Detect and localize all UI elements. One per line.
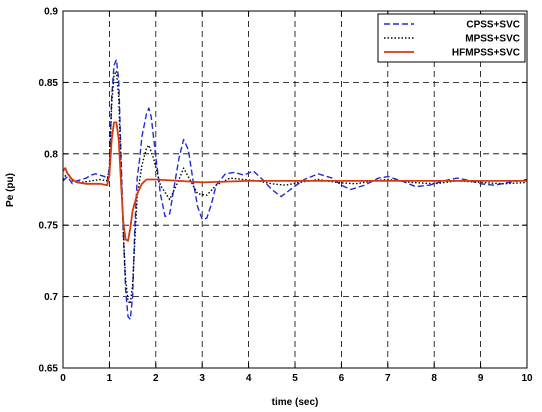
x-tick-label: 1 (107, 373, 113, 384)
x-tick-label: 8 (431, 373, 437, 384)
x-axis-label: time (sec) (272, 397, 319, 408)
x-tick-label: 6 (339, 373, 345, 384)
y-tick-label: 0.9 (44, 7, 58, 18)
legend-label-0: CPSS+SVC (466, 20, 520, 31)
legend-label-2: HFMPSS+SVC (452, 48, 520, 59)
legend-label-1: MPSS+SVC (465, 34, 520, 45)
series-lines (62, 58, 528, 321)
y-tick-label: 0.85 (39, 78, 59, 89)
series-line-1 (62, 70, 528, 305)
x-tick-label: 4 (246, 373, 252, 384)
x-tick-label: 5 (292, 373, 298, 384)
y-tick-label: 0.7 (44, 292, 58, 303)
x-tick-label: 0 (60, 373, 66, 384)
plot-area (63, 11, 527, 368)
x-tick-label: 9 (478, 373, 484, 384)
x-tick-label: 2 (153, 373, 159, 384)
x-tick-label: 7 (385, 373, 391, 384)
grid-lines (63, 11, 527, 368)
series-line-0 (62, 58, 528, 321)
y-tick-label: 0.65 (39, 364, 59, 375)
y-axis-label: Pe (pu) (5, 173, 16, 207)
legend: CPSS+SVC MPSS+SVC HFMPSS+SVC (377, 13, 526, 63)
x-tick-label: 10 (521, 373, 533, 384)
y-tick-label: 0.8 (44, 149, 58, 160)
y-tick-label: 0.75 (39, 221, 59, 232)
series-line-2 (62, 121, 527, 242)
axis-ticks: 0 1 2 3 4 5 6 7 8 9 10 0.65 0.7 0.75 0.8 0.85 0.9 (39, 7, 533, 385)
x-tick-label: 3 (199, 373, 205, 384)
